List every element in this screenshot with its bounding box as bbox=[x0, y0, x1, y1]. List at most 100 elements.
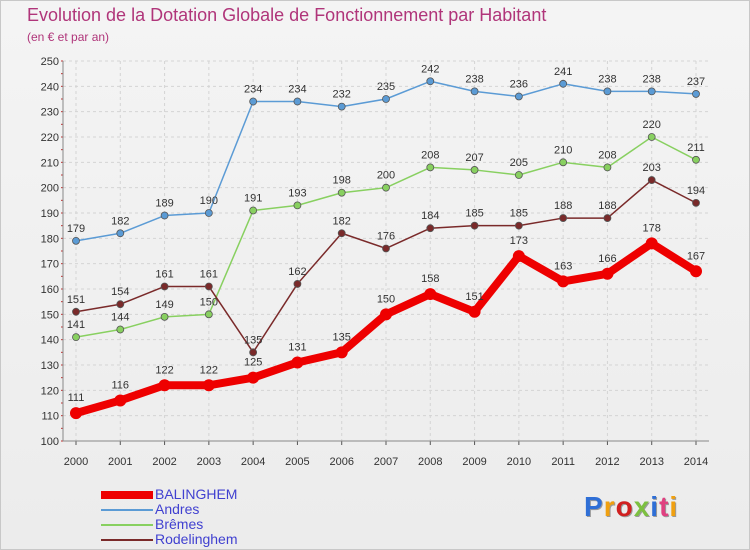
x-tick-label: 2012 bbox=[595, 456, 619, 468]
data-point bbox=[293, 201, 302, 210]
data-label: 125 bbox=[244, 357, 262, 369]
legend-label: Brêmes bbox=[155, 516, 204, 532]
legend-swatch bbox=[101, 490, 153, 499]
data-point bbox=[249, 206, 258, 215]
x-tick-label: 2008 bbox=[418, 456, 442, 468]
data-point bbox=[470, 166, 479, 174]
data-point bbox=[204, 209, 213, 217]
data-label: 167 bbox=[687, 250, 705, 262]
data-point bbox=[202, 379, 215, 392]
data-point bbox=[470, 221, 479, 230]
data-point bbox=[692, 198, 700, 207]
data-label: 210 bbox=[554, 144, 572, 156]
x-tick-label: 2011 bbox=[551, 456, 575, 468]
data-label: 236 bbox=[510, 78, 528, 90]
data-point bbox=[204, 310, 213, 319]
data-point bbox=[291, 356, 304, 369]
data-label: 208 bbox=[421, 149, 439, 161]
data-label: 189 bbox=[155, 198, 173, 210]
data-label: 144 bbox=[111, 312, 129, 324]
data-point bbox=[559, 158, 568, 167]
x-tick-label: 2007 bbox=[374, 456, 398, 468]
data-label: 238 bbox=[465, 73, 483, 85]
data-label: 163 bbox=[554, 260, 572, 272]
data-point bbox=[116, 325, 125, 334]
y-tick-label: 200 bbox=[41, 183, 59, 195]
data-label: 238 bbox=[643, 73, 661, 85]
data-point bbox=[72, 307, 80, 316]
y-tick-label: 220 bbox=[41, 132, 59, 144]
y-tick-label: 170 bbox=[41, 259, 59, 271]
y-tick-label: 190 bbox=[41, 208, 59, 220]
data-label: 232 bbox=[333, 89, 351, 101]
data-point bbox=[692, 90, 700, 98]
y-tick-label: 150 bbox=[41, 309, 59, 321]
data-label: 235 bbox=[377, 81, 395, 93]
data-point bbox=[512, 250, 525, 263]
legend-swatch bbox=[101, 523, 153, 526]
chart-title: Evolution de la Dotation Globale de Fonc… bbox=[27, 5, 547, 25]
data-point bbox=[557, 275, 570, 288]
data-label: 193 bbox=[288, 187, 306, 199]
y-tick-label: 240 bbox=[41, 81, 59, 93]
chart-subtitle: (en € et par an) bbox=[27, 30, 110, 44]
data-label: 122 bbox=[155, 364, 173, 376]
proxiti-logo: Proxiti bbox=[584, 491, 678, 523]
data-label: 238 bbox=[598, 73, 616, 85]
data-label: 237 bbox=[687, 76, 705, 88]
y-tick-label: 130 bbox=[41, 360, 59, 372]
data-point bbox=[160, 312, 169, 321]
legend-swatch bbox=[101, 538, 153, 541]
y-tick-label: 250 bbox=[41, 56, 59, 68]
data-point bbox=[514, 92, 523, 101]
data-label: 161 bbox=[155, 268, 173, 280]
data-point bbox=[647, 133, 656, 141]
x-tick-label: 2003 bbox=[197, 456, 221, 468]
data-label: 198 bbox=[333, 175, 351, 187]
data-point bbox=[690, 265, 702, 278]
x-tick-label: 2014 bbox=[684, 456, 708, 468]
data-point bbox=[160, 211, 169, 220]
data-label: 176 bbox=[377, 230, 395, 242]
data-point bbox=[559, 79, 568, 88]
data-point bbox=[72, 333, 80, 342]
data-label: 242 bbox=[421, 63, 439, 75]
data-label: 234 bbox=[288, 84, 306, 96]
data-point bbox=[247, 371, 260, 384]
data-point bbox=[293, 280, 302, 288]
data-point bbox=[426, 163, 435, 172]
y-tick-label: 230 bbox=[41, 107, 59, 119]
legend-label: BALINGHEM bbox=[155, 486, 238, 502]
data-label: 194 bbox=[687, 185, 705, 197]
data-label: 173 bbox=[510, 235, 528, 247]
data-label: 154 bbox=[111, 286, 129, 298]
data-point bbox=[114, 394, 127, 407]
data-label: 191 bbox=[244, 192, 262, 204]
data-point bbox=[514, 171, 523, 179]
data-label: 162 bbox=[288, 266, 306, 278]
data-point bbox=[601, 267, 614, 280]
data-point bbox=[337, 102, 346, 111]
data-point bbox=[424, 288, 437, 301]
data-point bbox=[116, 300, 125, 309]
legend-label: Rodelinghem bbox=[155, 531, 238, 547]
legend-label: Andres bbox=[155, 501, 200, 517]
logo-letter: x bbox=[633, 491, 651, 522]
y-tick-label: 210 bbox=[41, 157, 59, 169]
data-label: 151 bbox=[465, 291, 483, 303]
data-label: 135 bbox=[244, 334, 262, 346]
data-point bbox=[337, 188, 346, 197]
logo-letter: t bbox=[659, 491, 670, 522]
data-point bbox=[468, 305, 481, 318]
data-label: 166 bbox=[598, 253, 616, 265]
data-label: 234 bbox=[244, 84, 262, 96]
data-label: 122 bbox=[200, 364, 218, 376]
data-label: 158 bbox=[421, 273, 439, 285]
data-label: 111 bbox=[68, 392, 85, 404]
data-point bbox=[249, 97, 258, 106]
data-label: 150 bbox=[200, 296, 218, 308]
data-point bbox=[337, 229, 346, 238]
y-tick-label: 120 bbox=[41, 385, 59, 397]
data-label: 178 bbox=[643, 222, 661, 234]
